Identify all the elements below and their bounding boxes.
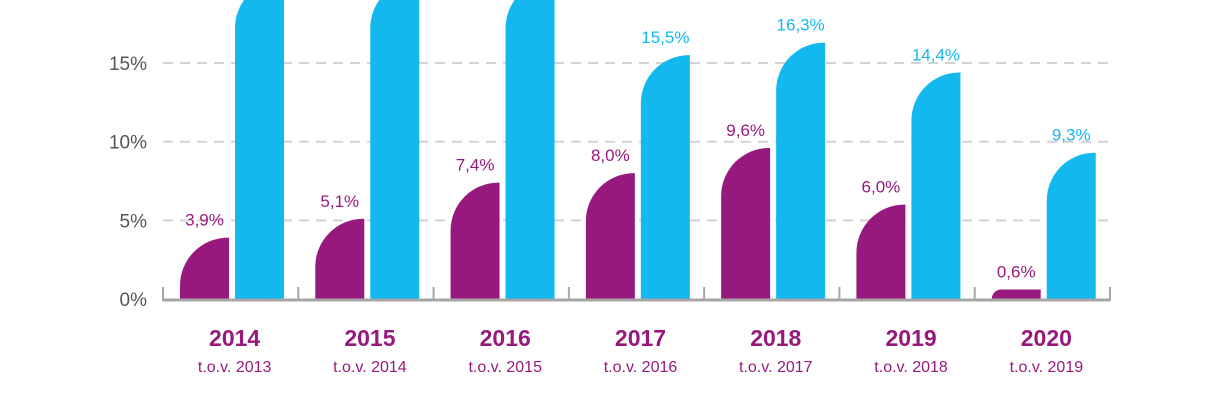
bar-blue-2015 <box>370 0 420 299</box>
bar-purple-2018 <box>721 147 771 299</box>
value-label-blue-2018: 16,3% <box>777 16 825 35</box>
category-label-sub: t.o.v. 2018 <box>874 359 948 376</box>
y-tick-label: 10% <box>109 133 147 154</box>
value-label-purple-2015: 5,1% <box>320 192 359 211</box>
bar-purple-2020 <box>991 289 1041 299</box>
bars <box>180 0 1096 300</box>
bar-blue-2017 <box>640 55 690 300</box>
bar-blue-2016 <box>505 0 555 299</box>
bar-purple-2014 <box>180 237 229 299</box>
bar-purple-2017 <box>585 173 635 299</box>
bar-purple-2019 <box>856 204 906 299</box>
category-label-year: 2020 <box>1021 325 1072 351</box>
value-label-purple-2016: 7,4% <box>456 156 495 175</box>
bar-purple-2016 <box>450 182 500 299</box>
value-label-purple-2018: 9,6% <box>726 121 765 140</box>
grid-lines <box>163 62 1110 222</box>
bar-blue-2020 <box>1046 152 1096 299</box>
category-label-sub: t.o.v. 2019 <box>1010 359 1084 376</box>
bar-blue-2018 <box>776 42 826 299</box>
value-label-purple-2014: 3,9% <box>185 211 224 230</box>
y-tick-label: 0% <box>120 290 148 311</box>
value-label-purple-2017: 8,0% <box>591 146 630 165</box>
value-labels: 3,9% 5,1% 7,4% 8,0% 15,5% 9,6% 16,3% 6,0% 14,4% 0… <box>185 16 1090 282</box>
category-label-sub: t.o.v. 2014 <box>333 359 407 376</box>
value-label-purple-2020: 0,6% <box>997 263 1036 282</box>
category-label-year: 2019 <box>885 325 936 351</box>
value-label-blue-2017: 15,5% <box>641 28 689 47</box>
x-axis <box>162 287 1111 302</box>
value-label-purple-2019: 6,0% <box>862 178 901 197</box>
category-labels: 2014 t.o.v. 2013 2015 t.o.v. 2014 2016 t.o.v.… <box>198 325 1083 376</box>
bar-blue-2019 <box>911 72 961 299</box>
bar-blue-2014 <box>235 0 284 299</box>
category-label-year: 2015 <box>344 325 395 351</box>
category-label-sub: t.o.v. 2015 <box>468 359 542 376</box>
y-tick-label: 15% <box>109 54 147 75</box>
category-label-sub: t.o.v. 2017 <box>739 359 813 376</box>
bar-purple-2015 <box>315 218 365 299</box>
category-label-year: 2018 <box>750 325 801 351</box>
value-label-blue-2020: 9,3% <box>1052 126 1091 145</box>
y-axis-tick-labels: 0% 5% 10% 15% <box>109 54 147 311</box>
category-label-year: 2014 <box>209 325 260 351</box>
category-label-year: 2016 <box>480 325 531 351</box>
category-label-sub: t.o.v. 2016 <box>604 359 678 376</box>
category-label-year: 2017 <box>615 325 666 351</box>
category-label-sub: t.o.v. 2013 <box>198 359 272 376</box>
y-tick-label: 5% <box>120 211 148 232</box>
value-label-blue-2019: 14,4% <box>912 45 960 64</box>
